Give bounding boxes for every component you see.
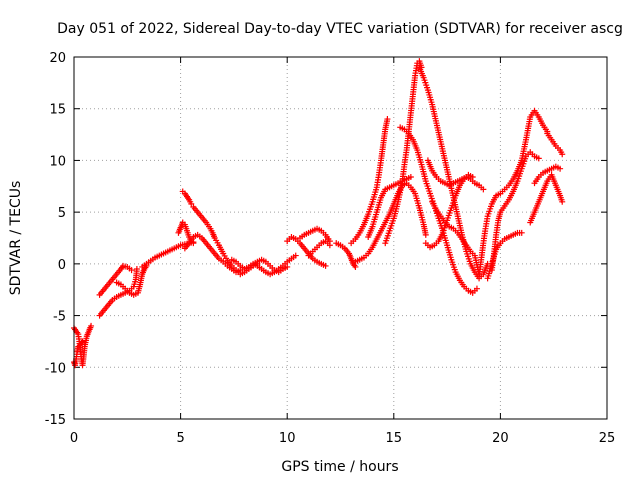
y-tick-label: -10: [45, 361, 66, 376]
series-arc-17h: [422, 171, 476, 251]
data-point: [188, 200, 195, 207]
data-point: [473, 285, 480, 292]
x-tick-labels: 0 5 10 15 20 25: [70, 431, 615, 446]
series-arc-6h-b: [181, 231, 244, 276]
series-arc-16h: [416, 64, 491, 282]
series-arc-rise-c: [113, 262, 150, 298]
data-point: [480, 186, 487, 193]
data-point: [128, 267, 135, 274]
series-arc-15h-b: [397, 124, 480, 296]
data-point: [384, 116, 391, 123]
data-point: [326, 242, 333, 249]
y-axis-label: SDTVAR / TECUs: [8, 181, 24, 296]
y-tick-label: -15: [45, 413, 66, 428]
data-point: [88, 322, 95, 329]
y-tick-label: 10: [49, 154, 66, 169]
series-arc-22h-b: [527, 171, 566, 226]
x-tick-label: 10: [279, 431, 296, 446]
data-point: [322, 262, 329, 269]
y-tick-label: 15: [49, 103, 66, 118]
data-point: [469, 173, 476, 180]
series-arc-20h: [488, 149, 542, 274]
series-arc-13h-b: [348, 116, 391, 247]
x-tick-label: 5: [176, 431, 184, 446]
data-point: [559, 151, 566, 158]
series-arc-early-2: [71, 338, 86, 369]
y-tick-label: -5: [53, 310, 66, 325]
axis-ticks: [73, 56, 608, 420]
y-tick-labels: -15 -10 -5 0 5 10 15 20: [45, 51, 66, 428]
y-tick-label: 20: [49, 51, 66, 66]
data-point: [557, 165, 564, 172]
series-arc-19h: [476, 107, 551, 280]
data-point: [133, 266, 140, 273]
series-arc-22h: [531, 163, 564, 187]
series-arc-6h: [190, 203, 261, 278]
series-arc-rise-b: [96, 266, 140, 319]
data-point: [292, 252, 299, 259]
series-arc-12h: [333, 240, 359, 270]
series-arc-rise-a: [96, 262, 135, 298]
x-tick-label: 15: [386, 431, 403, 446]
series-arc-22h-c: [544, 130, 566, 158]
data-point: [559, 198, 566, 205]
series-arc-16h-d: [424, 157, 487, 193]
y-tick-label: 5: [58, 206, 66, 221]
data-point: [79, 338, 86, 345]
data-point: [352, 263, 359, 270]
x-tick-label: 25: [599, 431, 616, 446]
x-tick-label: 20: [492, 431, 509, 446]
data-point: [518, 229, 525, 236]
y-tick-label: 0: [58, 258, 66, 273]
plot-frame: [73, 56, 608, 420]
series-arc-19h-b: [484, 229, 525, 282]
x-axis-label: GPS time / hours: [281, 459, 398, 475]
series-arc-15h: [382, 58, 425, 247]
data-point: [284, 263, 291, 270]
data-point: [535, 155, 542, 162]
series-arc-5h-spike: [175, 219, 197, 247]
chart-title: Day 051 of 2022, Sidereal Day-to-day VTE…: [57, 21, 623, 37]
series-arc-11h-b: [305, 238, 333, 259]
data-point: [407, 173, 414, 180]
data-point: [422, 231, 429, 238]
series-arc-5h-top: [179, 188, 195, 207]
series-arc-11h: [296, 225, 333, 245]
x-tick-label: 0: [70, 431, 78, 446]
data-points: [71, 58, 566, 369]
series-arc-9h: [254, 252, 299, 278]
grid-lines: [74, 57, 607, 419]
